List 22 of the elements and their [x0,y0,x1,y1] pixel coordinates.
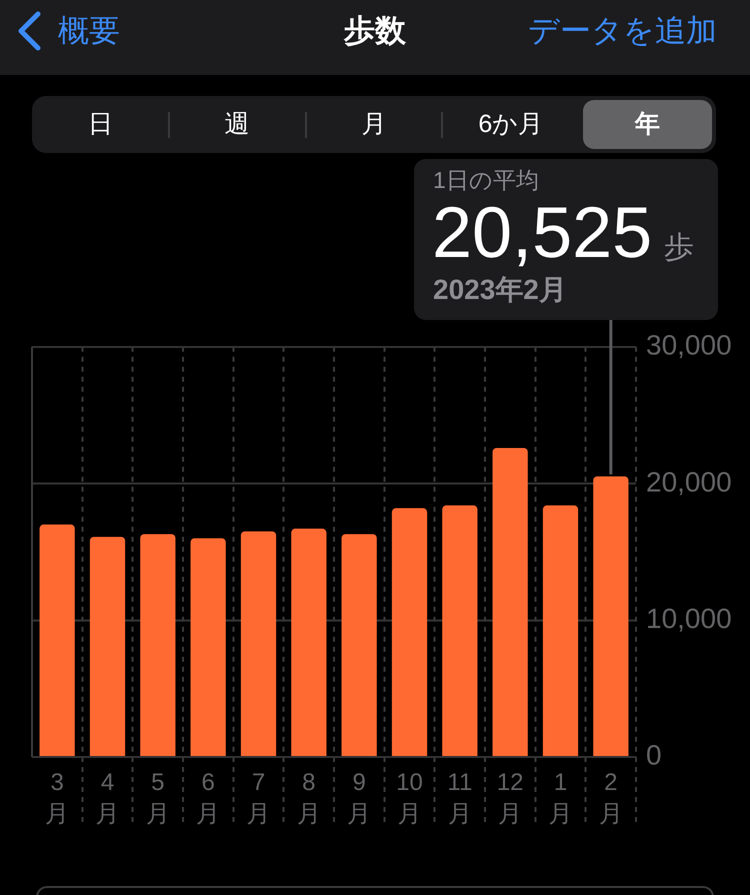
callout-box: 1日の平均 20,525 歩 2023年2月 [414,159,718,320]
x-tick-label: 1月 [548,769,572,828]
x-tick-label: 4月 [96,769,120,828]
x-tick-label: 9月 [347,769,372,828]
text: データを追加 [528,12,717,50]
x-tick-label: 6月 [196,769,220,828]
text: 概要 [58,12,120,50]
x-tick-label: 10月 [396,769,423,828]
y-tick-label: 20,000 [646,466,732,498]
x-tick-label: 5月 [146,769,170,828]
y-tick-label: 30,000 [646,330,732,361]
y-tick-label: 10,000 [646,602,732,634]
x-tick-label: 11月 [447,769,472,828]
segmented-control: 日 週 月 6か月 年 [32,96,716,153]
annotation: 20,525 [432,193,652,273]
chart-title: 歩数 [344,12,406,50]
x-tick-label: 2月 [598,769,623,828]
x-tick-label: 7月 [246,769,270,828]
x-tick-label: 12月 [496,769,524,828]
y-tick-label: 0 [646,740,662,771]
x-tick-label: 3月 [45,769,70,828]
x-tick-label: 8月 [296,769,321,828]
